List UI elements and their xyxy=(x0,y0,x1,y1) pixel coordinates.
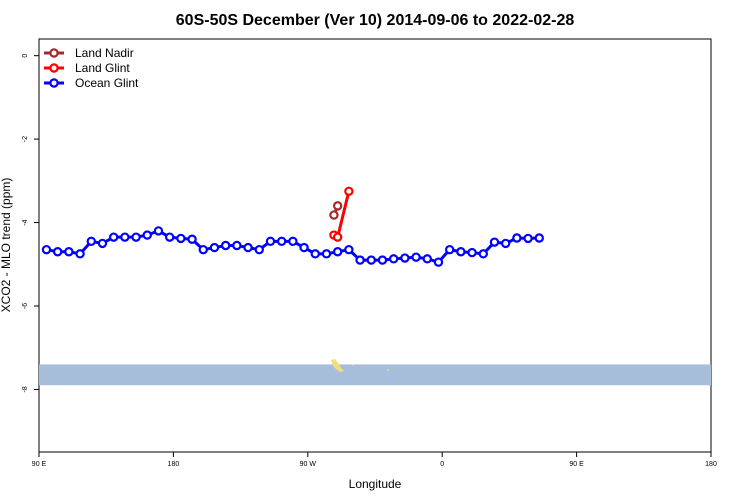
data-point xyxy=(433,257,444,267)
data-point xyxy=(64,247,74,257)
data-point xyxy=(131,232,141,242)
data-point xyxy=(355,255,365,265)
legend-marker xyxy=(49,48,59,58)
data-point xyxy=(523,233,533,244)
series-ocean-glint xyxy=(41,226,544,267)
x-tick-label: 90 E xyxy=(569,461,584,468)
legend-marker xyxy=(49,63,59,73)
data-point xyxy=(422,254,432,264)
data-point xyxy=(366,255,376,265)
data-point xyxy=(75,249,85,259)
data-point xyxy=(187,234,197,244)
data-point xyxy=(489,237,500,247)
legend-item: Ocean Glint xyxy=(44,76,139,90)
data-point xyxy=(108,232,119,242)
data-point xyxy=(321,249,332,259)
data-point xyxy=(276,236,287,247)
plot-frame xyxy=(38,38,712,453)
data-point xyxy=(265,236,276,247)
legend-label: Land Nadir xyxy=(75,46,134,60)
x-tick-label: 90 W xyxy=(300,461,317,468)
data-point xyxy=(500,238,511,249)
data-point xyxy=(142,230,152,240)
ocean-band xyxy=(39,364,711,386)
y-tick-label: -6 xyxy=(22,303,29,309)
data-point xyxy=(52,247,63,257)
x-tick-label: 180 xyxy=(705,461,717,468)
data-point xyxy=(310,249,320,259)
data-point xyxy=(400,253,410,263)
data-point xyxy=(444,244,455,255)
data-point xyxy=(120,232,130,242)
data-point xyxy=(329,210,339,220)
data-point xyxy=(220,240,231,251)
series-line xyxy=(46,229,540,264)
x-axis-title: Longitude xyxy=(349,477,402,491)
data-point xyxy=(344,186,354,196)
data-point xyxy=(456,247,466,257)
land-islet xyxy=(387,369,389,371)
data-point xyxy=(467,247,477,258)
y-tick-label: -4 xyxy=(22,219,29,225)
y-axis-title: XCO2 - MLO trend (ppm) xyxy=(0,178,13,313)
series-land-nadir xyxy=(329,201,343,220)
legend-marker xyxy=(49,78,59,88)
x-tick-label: 180 xyxy=(168,461,180,468)
data-point xyxy=(534,233,544,243)
data-point xyxy=(41,244,52,255)
chart-title: 60S-50S December (Ver 10) 2014-09-06 to … xyxy=(176,12,575,29)
series-layer xyxy=(41,186,544,267)
data-point xyxy=(243,242,253,253)
legend-item: Land Glint xyxy=(44,61,130,75)
x-tick-label: 90 E xyxy=(32,461,47,468)
data-point xyxy=(176,233,186,244)
data-point xyxy=(288,236,298,247)
data-point xyxy=(512,233,522,243)
legend-item: Land Nadir xyxy=(44,46,134,60)
data-point xyxy=(153,226,164,236)
data-point xyxy=(332,232,343,242)
x-tick-label: 0 xyxy=(440,461,444,468)
y-tick-label: -8 xyxy=(22,386,29,392)
data-point xyxy=(388,254,399,264)
land-patch xyxy=(331,359,344,372)
data-point xyxy=(209,242,220,253)
data-point xyxy=(377,255,388,265)
data-point xyxy=(344,244,354,255)
data-point xyxy=(332,247,343,257)
data-point xyxy=(86,236,96,247)
data-point xyxy=(232,240,242,251)
y-tick-label: 0 xyxy=(22,54,29,58)
data-point xyxy=(97,238,108,249)
data-point xyxy=(332,201,343,211)
data-point xyxy=(254,244,264,255)
data-point xyxy=(478,249,488,259)
legend-label: Land Glint xyxy=(75,61,130,75)
data-point xyxy=(164,232,175,242)
data-point xyxy=(198,244,208,255)
axes: 90 E 180 90 W 0 90 E 180 0 -2 -4 -6 -8 xyxy=(22,54,717,468)
data-point xyxy=(411,252,421,262)
land-islet xyxy=(352,364,354,366)
y-tick-label: -2 xyxy=(22,136,29,142)
legend-label: Ocean Glint xyxy=(75,76,139,90)
map-background xyxy=(39,359,711,386)
series-land-glint xyxy=(329,186,354,242)
data-point xyxy=(299,242,309,253)
